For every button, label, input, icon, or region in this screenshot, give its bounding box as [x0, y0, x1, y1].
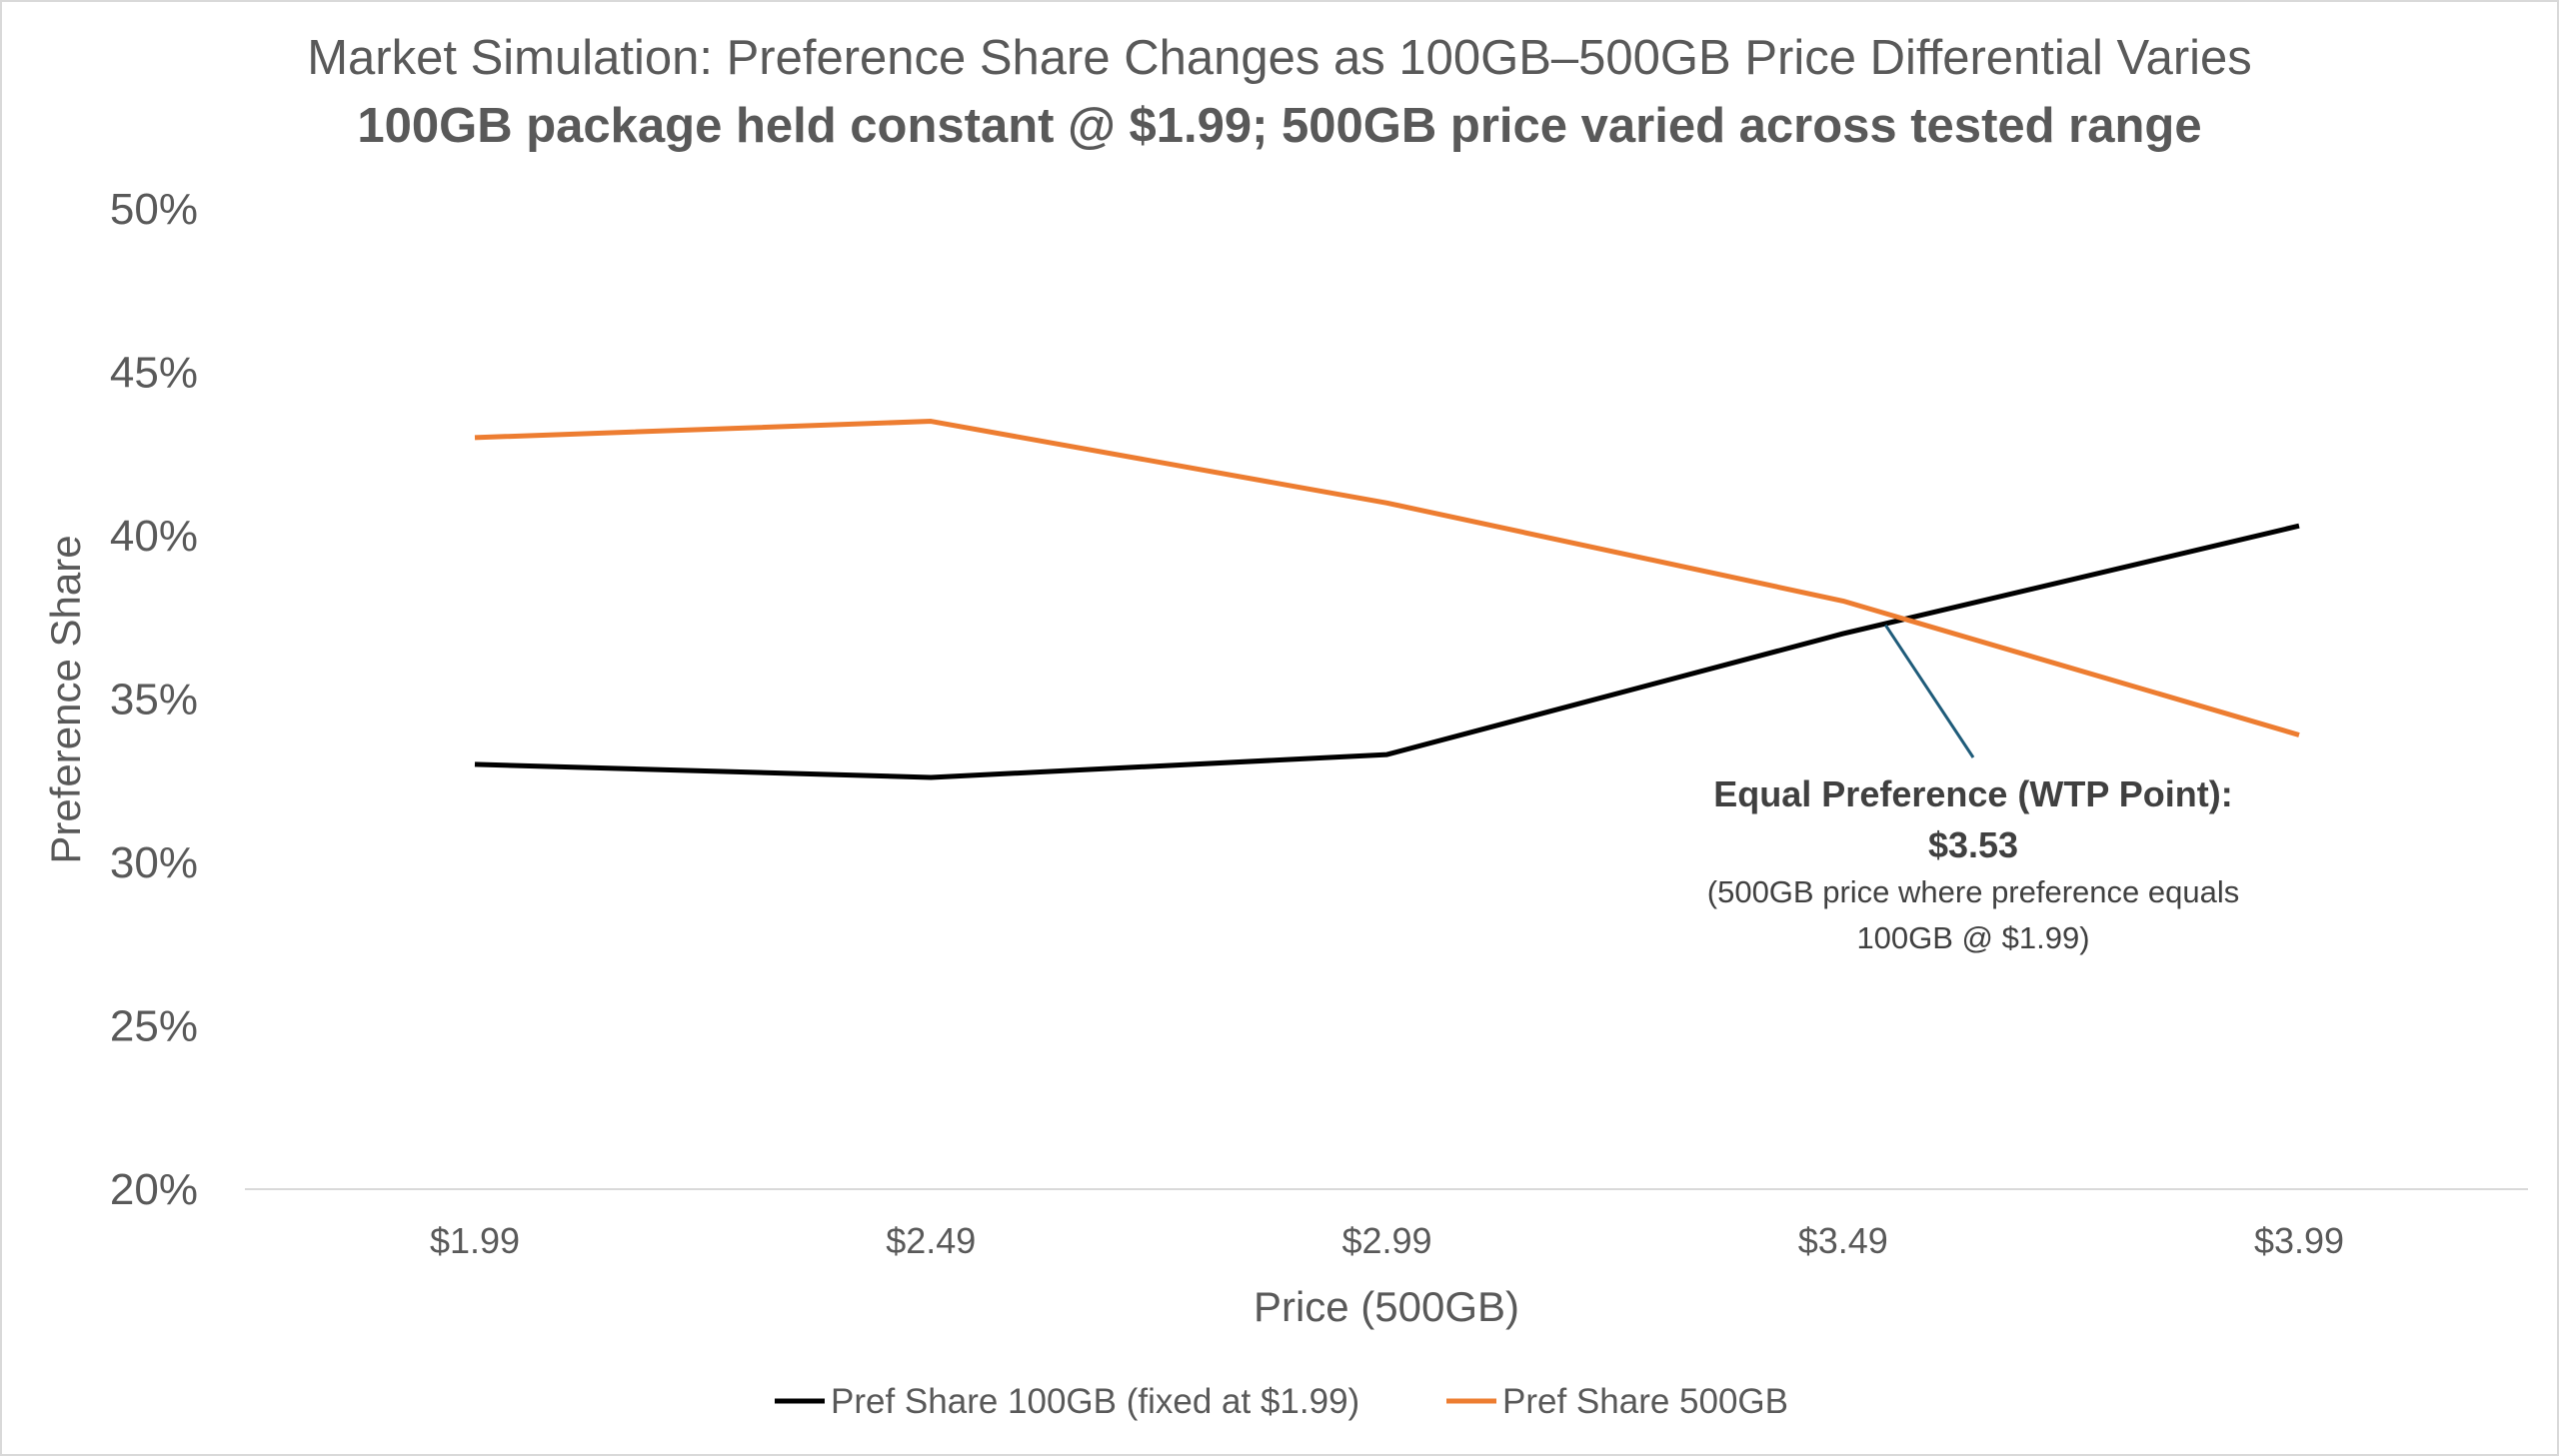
- series-line-100gb: [474, 523, 2300, 780]
- x-tick-label: $3.49: [1798, 1220, 1888, 1261]
- x-tick-label: $1.99: [430, 1220, 520, 1261]
- y-tick-label: 25%: [110, 1002, 198, 1051]
- annotation-note-line2: 100GB @ $1.99): [1856, 920, 2089, 955]
- x-tick-label: $3.99: [2254, 1220, 2344, 1261]
- annotation-value: $3.53: [1928, 824, 2018, 865]
- x-tick-label: $2.99: [1341, 1220, 1431, 1261]
- y-tick-label: 45%: [110, 349, 198, 398]
- legend-label: Pref Share 100GB (fixed at $1.99): [831, 1382, 1359, 1421]
- x-tick-label: $2.49: [886, 1220, 976, 1261]
- y-tick-label: 40%: [110, 512, 198, 561]
- series-line-500gb: [474, 419, 2300, 737]
- annotation-leader-line: [1883, 624, 1975, 758]
- y-tick-label: 20%: [110, 1165, 198, 1214]
- x-axis-label: Price (500GB): [1254, 1283, 1519, 1330]
- y-axis-label: Preference Share: [42, 535, 89, 863]
- y-tick-label: 50%: [110, 185, 198, 234]
- y-tick-label: 30%: [110, 838, 198, 887]
- chart-subtitle: 100GB package held constant @ $1.99; 500…: [357, 99, 2201, 153]
- y-tick-label: 35%: [110, 676, 198, 725]
- legend-label: Pref Share 500GB: [1502, 1382, 1788, 1421]
- chart-title: Market Simulation: Preference Share Chan…: [307, 31, 2252, 85]
- annotation-title: Equal Preference (WTP Point):: [1713, 773, 2232, 814]
- annotation-note-line1: (500GB price where preference equals: [1707, 874, 2239, 909]
